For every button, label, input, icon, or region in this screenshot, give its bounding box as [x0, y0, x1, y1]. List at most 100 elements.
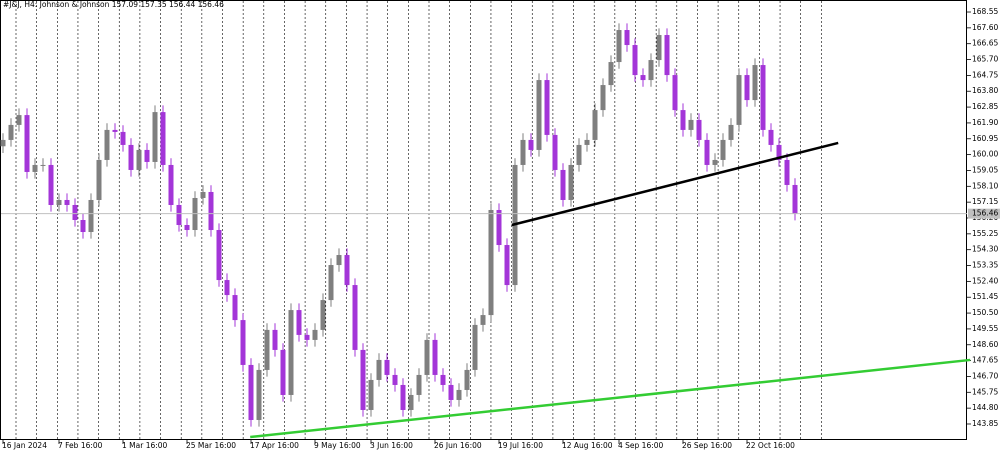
- y-tick-label: 158.10: [972, 181, 998, 190]
- y-tick-label: 159.05: [972, 165, 998, 174]
- trendline: [250, 358, 971, 439]
- candle-body: [704, 139, 710, 165]
- candle-body: [616, 30, 622, 63]
- candle-body: [736, 75, 742, 125]
- y-tick-label: 168.55: [972, 7, 998, 16]
- candle-body: [528, 139, 534, 150]
- y-tick-label: 163.80: [972, 86, 998, 95]
- candle-body: [168, 164, 174, 205]
- candle-body: [136, 149, 142, 170]
- y-tick-label: 145.75: [972, 387, 998, 396]
- candle-body: [280, 349, 286, 395]
- trendline: [511, 141, 839, 227]
- candle-body: [80, 220, 86, 233]
- candle-body: [248, 364, 254, 420]
- candle-body: [408, 394, 414, 410]
- candle-body: [696, 119, 702, 140]
- candle-body: [296, 310, 302, 335]
- candle-body: [640, 75, 646, 81]
- candle-body: [224, 280, 230, 296]
- y-tick-label: 167.60: [972, 23, 998, 32]
- candle-body: [8, 124, 14, 140]
- candle-body: [576, 144, 582, 165]
- candle-body: [88, 199, 94, 233]
- candle-body: [288, 310, 294, 395]
- candle-body: [752, 65, 758, 101]
- candle-body: [312, 329, 318, 340]
- x-tick-label: 19 Jul 16:00: [498, 441, 543, 450]
- candle-body: [240, 320, 246, 365]
- y-tick-label: 144.80: [972, 403, 998, 412]
- candle-body: [72, 204, 78, 220]
- x-tick-label: 3 Jun 16:00: [370, 441, 413, 450]
- candle-body: [632, 45, 638, 76]
- candle-body: [352, 285, 358, 350]
- candle-body: [744, 75, 750, 101]
- candle-body: [184, 225, 190, 231]
- candle-body: [440, 374, 446, 385]
- candle-body: [552, 134, 558, 170]
- x-tick-label: 4 Sep 16:00: [618, 441, 664, 450]
- candle-body: [344, 255, 350, 286]
- chart-title: #J&J, H4: Johnson & Johnson 157.09 157.3…: [3, 0, 224, 9]
- candle-body: [40, 164, 46, 166]
- candle-body: [712, 159, 718, 165]
- candle-body: [608, 62, 614, 86]
- candle-body: [592, 110, 598, 140]
- y-tick-label: 160.95: [972, 134, 998, 143]
- candle-body: [304, 334, 310, 340]
- y-tick-label: 148.60: [972, 340, 998, 349]
- candle-body: [432, 339, 438, 375]
- candle-body: [400, 384, 406, 410]
- x-tick-label: 22 Oct 16:00: [746, 441, 795, 450]
- candle-body: [32, 164, 38, 172]
- candle-body: [216, 230, 222, 281]
- candle-body: [368, 379, 374, 410]
- candle-body: [160, 112, 166, 165]
- y-tick-label: 150.50: [972, 308, 998, 317]
- candle-body: [360, 349, 366, 410]
- candle-body: [336, 255, 342, 266]
- candle-body: [600, 85, 606, 111]
- candle-body: [64, 199, 70, 205]
- candle-body: [584, 139, 590, 145]
- candle-body: [568, 164, 574, 200]
- y-tick-label: 162.85: [972, 102, 998, 111]
- candle-body: [208, 191, 214, 231]
- y-tick-label: 165.70: [972, 55, 998, 64]
- candle-body: [392, 374, 398, 385]
- candle-body: [0, 139, 6, 147]
- x-tick-label: 7 Feb 16:00: [58, 441, 103, 450]
- candle-body: [16, 115, 22, 125]
- candle-body: [152, 112, 158, 162]
- x-tick-label: 1 Mar 16:00: [122, 441, 168, 450]
- candle-body: [272, 329, 278, 350]
- candle-body: [544, 80, 550, 135]
- candle-body: [144, 149, 150, 162]
- candle-body: [672, 75, 678, 111]
- candle-body: [232, 295, 238, 321]
- candle-body: [792, 184, 798, 214]
- candle-body: [416, 374, 422, 395]
- y-tick-label: 155.25: [972, 229, 998, 238]
- candle-body: [384, 359, 390, 375]
- y-tick-label: 160.00: [972, 150, 998, 159]
- candle-body: [624, 30, 630, 46]
- y-tick-label: 166.65: [972, 39, 998, 48]
- candle-body: [496, 209, 502, 246]
- y-tick-label: 161.90: [972, 118, 998, 127]
- y-tick-label: 143.85: [972, 419, 998, 428]
- candle-body: [656, 35, 662, 61]
- y-tick-label: 149.55: [972, 324, 998, 333]
- candle-body: [200, 191, 206, 198]
- y-tick-label: 151.45: [972, 292, 998, 301]
- candle-body: [256, 369, 262, 420]
- candle-body: [56, 199, 62, 205]
- candle-body: [472, 324, 478, 370]
- candle-body: [488, 209, 494, 316]
- x-tick-label: 17 Apr 16:00: [250, 441, 299, 450]
- candle-body: [760, 65, 766, 130]
- candle-body: [48, 164, 54, 205]
- candle-body: [424, 339, 430, 375]
- x-tick-label: 26 Sep 16:00: [682, 441, 732, 450]
